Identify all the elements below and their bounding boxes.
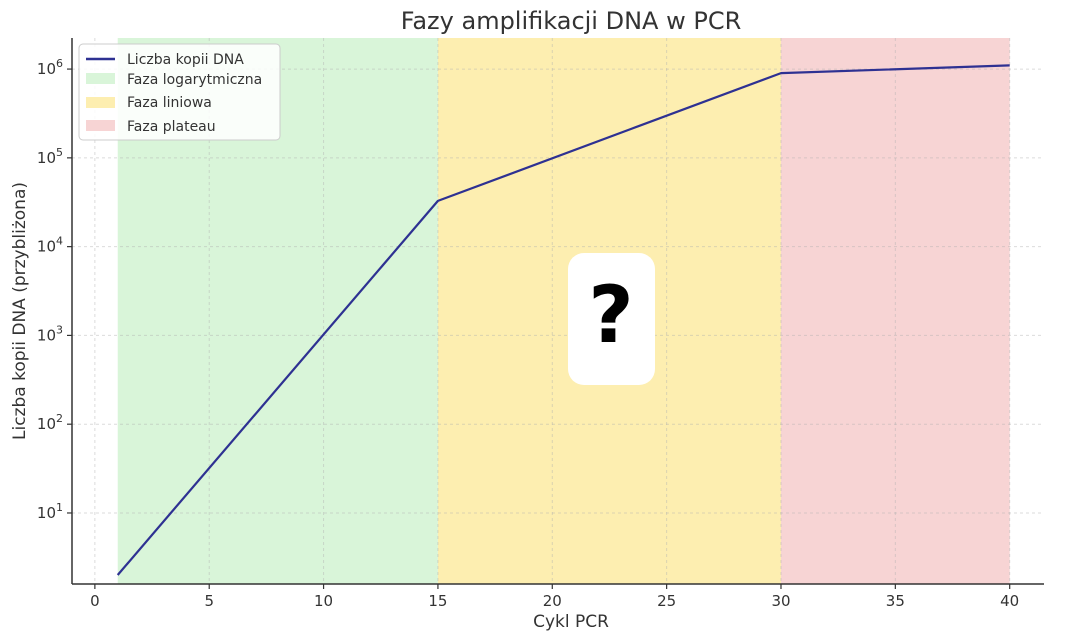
y-axis-label: Liczba kopii DNA (przybliżona) [10, 182, 30, 440]
x-tick-label: 15 [428, 592, 447, 610]
question-annotation: ? [568, 253, 655, 385]
y-tick-label: 104 [37, 235, 63, 256]
question-box [568, 253, 655, 385]
series-layer [116, 64, 1010, 576]
x-tick-label: 40 [1000, 592, 1019, 610]
chart-title: Fazy amplifikacji DNA w PCR [401, 7, 742, 35]
y-tick-label: 105 [37, 146, 63, 167]
legend-box [78, 43, 281, 141]
question-mark: ? [588, 271, 633, 361]
axes [71, 38, 1044, 585]
legend-label-linear: Faza liniowa [127, 95, 212, 111]
x-tick-label: 10 [314, 592, 333, 610]
legend-label-series: Liczba kopii DNA [127, 52, 244, 68]
x-tick-label: 35 [886, 592, 905, 610]
legend-label-log: Faza logarytmiczna [127, 72, 262, 88]
series-line [116, 64, 1010, 576]
x-tick-label: 20 [543, 592, 562, 610]
legend: Liczba kopii DNA Faza logarytmiczna Faza… [78, 43, 281, 141]
legend-label-plateau: Faza plateau [127, 119, 216, 135]
y-tick-label: 103 [37, 323, 63, 344]
y-tick-label: 101 [37, 501, 63, 522]
legend-swatch-log [86, 73, 115, 84]
x-tick-label: 5 [204, 592, 214, 610]
x-tick-label: 30 [771, 592, 790, 610]
x-axis-label: Cykl PCR [533, 612, 609, 632]
phase-region-2 [780, 38, 1010, 584]
y-tick-label: 102 [37, 412, 63, 433]
x-ticks: 0 5 10 15 20 25 30 35 40 [90, 584, 1019, 610]
x-tick-label: 0 [90, 592, 100, 610]
legend-swatch-plateau [86, 120, 115, 131]
y-tick-label: 106 [37, 57, 63, 78]
legend-swatch-linear [86, 97, 115, 108]
x-tick-label: 25 [657, 592, 676, 610]
y-ticks: 101 102 103 104 105 106 [37, 57, 72, 522]
